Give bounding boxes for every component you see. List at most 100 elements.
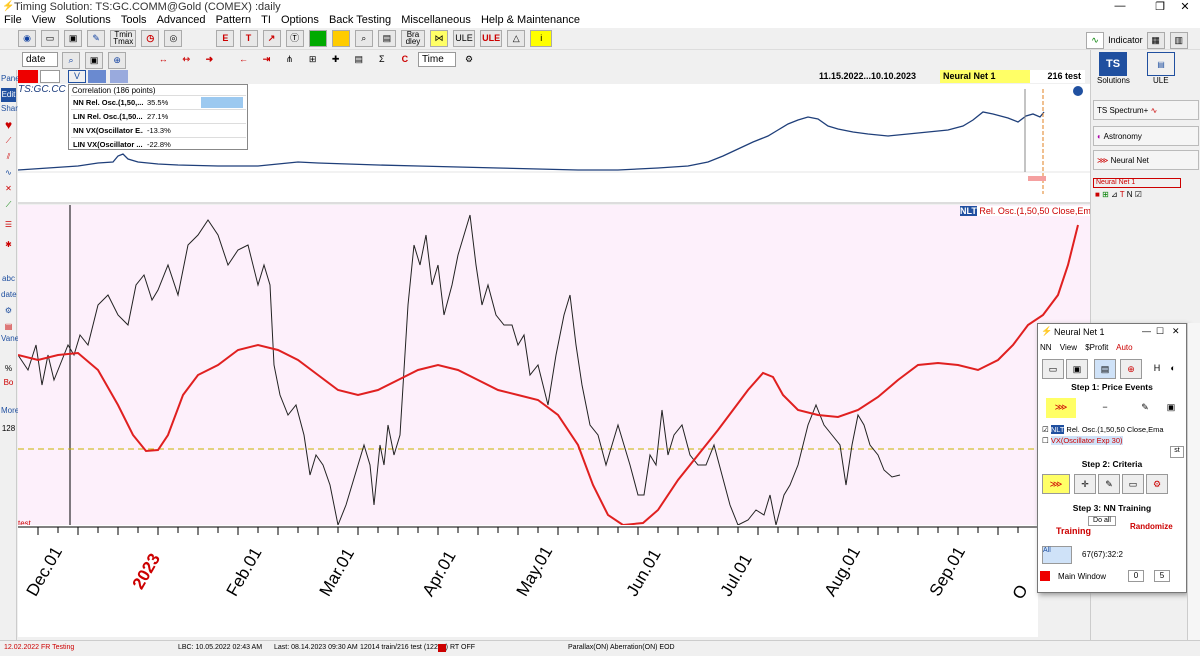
expand-horizontal-icon[interactable]: ↔ bbox=[158, 54, 168, 64]
ule-icon[interactable]: ▤ bbox=[1147, 52, 1175, 76]
bo-tool-button[interactable]: Bo bbox=[3, 378, 14, 387]
layout-icon[interactable]: ▦ bbox=[1146, 32, 1165, 49]
layout2-icon[interactable]: ▥ bbox=[1169, 32, 1188, 49]
fib-tool-icon[interactable]: ☰ bbox=[4, 220, 13, 229]
time-select[interactable]: Time bbox=[417, 52, 456, 67]
neural-net-button[interactable]: ⋙ Neural Net bbox=[1093, 150, 1199, 170]
close-icon[interactable]: ✕ bbox=[1180, 1, 1190, 13]
menu-back-testing[interactable]: Back Testing bbox=[328, 14, 392, 26]
delta-icon[interactable]: △ bbox=[507, 30, 526, 47]
palette2-icon[interactable] bbox=[110, 70, 128, 83]
zoom-icon[interactable]: ⌕ bbox=[62, 52, 81, 69]
tab-view[interactable]: View bbox=[1059, 343, 1077, 352]
collapse-horizontal-icon[interactable]: ⇿ bbox=[182, 54, 191, 64]
v-icon[interactable]: V bbox=[68, 70, 86, 83]
arrow-end-icon[interactable]: ⇥ bbox=[262, 54, 271, 64]
percent-tool-button[interactable]: % bbox=[4, 364, 13, 373]
share-button[interactable]: Shar bbox=[1, 104, 18, 113]
text-tool-button[interactable]: abc bbox=[2, 274, 15, 283]
menu-view[interactable]: View bbox=[31, 14, 56, 26]
nn-open-icon[interactable]: ▭ bbox=[1042, 359, 1064, 379]
menu-ti[interactable]: TI bbox=[261, 14, 271, 26]
main-window-color[interactable] bbox=[1040, 571, 1050, 581]
nn-lock-icon[interactable]: ◐ bbox=[1170, 363, 1176, 373]
grid-icon[interactable]: ⊞ bbox=[308, 54, 317, 64]
nn-brush2-icon[interactable]: ✎ bbox=[1098, 474, 1120, 494]
plus-icon[interactable]: ✚ bbox=[331, 54, 340, 64]
spin1-input[interactable]: 0 bbox=[1128, 570, 1144, 582]
save-icon[interactable]: ▣ bbox=[64, 30, 83, 47]
doc-icon[interactable]: ▤ bbox=[354, 54, 363, 64]
nn-maximize-icon[interactable]: ☐ bbox=[1156, 326, 1165, 336]
date-select[interactable]: date bbox=[22, 52, 58, 67]
edit-button[interactable]: Edit bbox=[1, 88, 16, 102]
grid-icon[interactable]: ⊞ bbox=[1102, 190, 1109, 199]
checkbox-icon[interactable]: ☐ bbox=[1042, 436, 1049, 445]
menu-advanced[interactable]: Advanced bbox=[156, 14, 206, 26]
oscillator-chart-panel[interactable] bbox=[17, 205, 1090, 527]
nn-criteria-icon[interactable]: ⋙ bbox=[1042, 474, 1070, 494]
ule-button[interactable]: ULE bbox=[453, 30, 476, 47]
channel-tool-icon[interactable]: ⫽ bbox=[6, 152, 11, 161]
tab-nn[interactable]: NN bbox=[1040, 343, 1052, 352]
spin2-input[interactable]: 5 bbox=[1154, 570, 1170, 582]
vane-tool-button[interactable]: Vane bbox=[1, 334, 20, 343]
nn-minimize-icon[interactable]: — bbox=[1142, 326, 1151, 336]
nn-monitor-icon[interactable]: ▤ bbox=[1094, 359, 1116, 379]
c-icon[interactable]: C bbox=[401, 54, 409, 64]
nn-input-row[interactable]: ☑ NLT Rel. Osc.(1,50,50 Close,Ema bbox=[1042, 425, 1164, 434]
bars-tool-icon[interactable]: ▤ bbox=[4, 322, 13, 331]
date-tool-button[interactable]: date bbox=[1, 290, 17, 299]
nn-gear-icon[interactable]: ⚙ bbox=[1146, 474, 1168, 494]
fan-tool-icon[interactable]: ⟋ bbox=[5, 200, 12, 209]
more-button[interactable]: More bbox=[1, 406, 20, 415]
bars2-icon[interactable] bbox=[331, 30, 350, 47]
target-icon[interactable]: ◎ bbox=[164, 30, 183, 47]
arrow-left-icon[interactable]: ← bbox=[238, 54, 248, 64]
solutions-icon[interactable]: TS bbox=[1099, 52, 1127, 76]
circle-t-icon[interactable]: Ⓣ bbox=[285, 30, 304, 47]
nn-close-icon[interactable]: ✕ bbox=[1172, 326, 1180, 336]
nn-folder-icon[interactable]: ▭ bbox=[1122, 474, 1144, 494]
tmin-tmax-button[interactable]: Tmin Tmax bbox=[110, 30, 137, 47]
check-icon[interactable]: ☑ bbox=[1134, 190, 1142, 199]
ule-panel-label[interactable]: ULE bbox=[1153, 76, 1169, 85]
nn-crosshair-icon[interactable]: ✛ bbox=[1074, 474, 1096, 494]
chart-icon[interactable]: ▤ bbox=[377, 30, 396, 47]
do-all-button[interactable]: Do all bbox=[1088, 516, 1116, 526]
ts-spectrum-button[interactable]: TS Spectrum+ ∿ bbox=[1093, 100, 1199, 120]
chart-icon[interactable]: ⊿ bbox=[1111, 190, 1118, 199]
color-swatch-red[interactable] bbox=[18, 70, 38, 83]
bars-icon[interactable] bbox=[308, 30, 327, 47]
search-icon[interactable]: ⌕ bbox=[354, 30, 373, 47]
record-icon[interactable]: ■ bbox=[1095, 190, 1100, 199]
nn-h-icon[interactable]: H bbox=[1153, 363, 1161, 373]
n-icon[interactable]: N bbox=[1126, 190, 1133, 199]
globe-icon[interactable]: ◉ bbox=[18, 30, 36, 47]
line-tool-icon[interactable]: ⟋ bbox=[5, 136, 12, 145]
nn-input-row[interactable]: ☐ VX(Oscillator Exp 30) bbox=[1042, 436, 1123, 445]
nn-target-icon[interactable]: ⊕ bbox=[1120, 359, 1142, 379]
ule2-button[interactable]: ULE bbox=[480, 30, 503, 47]
sigma-icon[interactable]: Σ bbox=[379, 54, 385, 64]
nn-brush-icon[interactable]: ✎ bbox=[1141, 402, 1149, 412]
spiral-tool-icon[interactable]: ✱ bbox=[5, 240, 12, 249]
e-indicator-icon[interactable]: E bbox=[216, 30, 235, 47]
solutions-label[interactable]: Solutions bbox=[1097, 76, 1130, 85]
info-icon[interactable]: i bbox=[530, 30, 553, 47]
panel-button[interactable]: Panel bbox=[1, 74, 22, 83]
align-icon[interactable]: ⋔ bbox=[285, 54, 294, 64]
edit-icon[interactable]: ✎ bbox=[87, 30, 106, 47]
vertical-scrollbar[interactable] bbox=[1187, 323, 1200, 640]
astronomy-button[interactable]: ◐ Astronomy bbox=[1093, 126, 1199, 146]
clock-icon[interactable]: ◷ bbox=[141, 30, 160, 47]
maximize-icon[interactable]: ❐ bbox=[1155, 1, 1165, 13]
menu-help[interactable]: Help & Maintenance bbox=[480, 14, 581, 26]
magnifier-icon[interactable]: ⊕ bbox=[108, 52, 127, 69]
nn-save2-icon[interactable]: ▣ bbox=[1166, 402, 1176, 412]
menu-tools[interactable]: Tools bbox=[120, 14, 147, 26]
open-folder-icon[interactable]: ▭ bbox=[41, 30, 60, 47]
gear-icon[interactable]: ⚙ bbox=[464, 54, 474, 64]
trend-icon[interactable]: ↗ bbox=[262, 30, 281, 47]
menu-solutions[interactable]: Solutions bbox=[65, 14, 111, 26]
